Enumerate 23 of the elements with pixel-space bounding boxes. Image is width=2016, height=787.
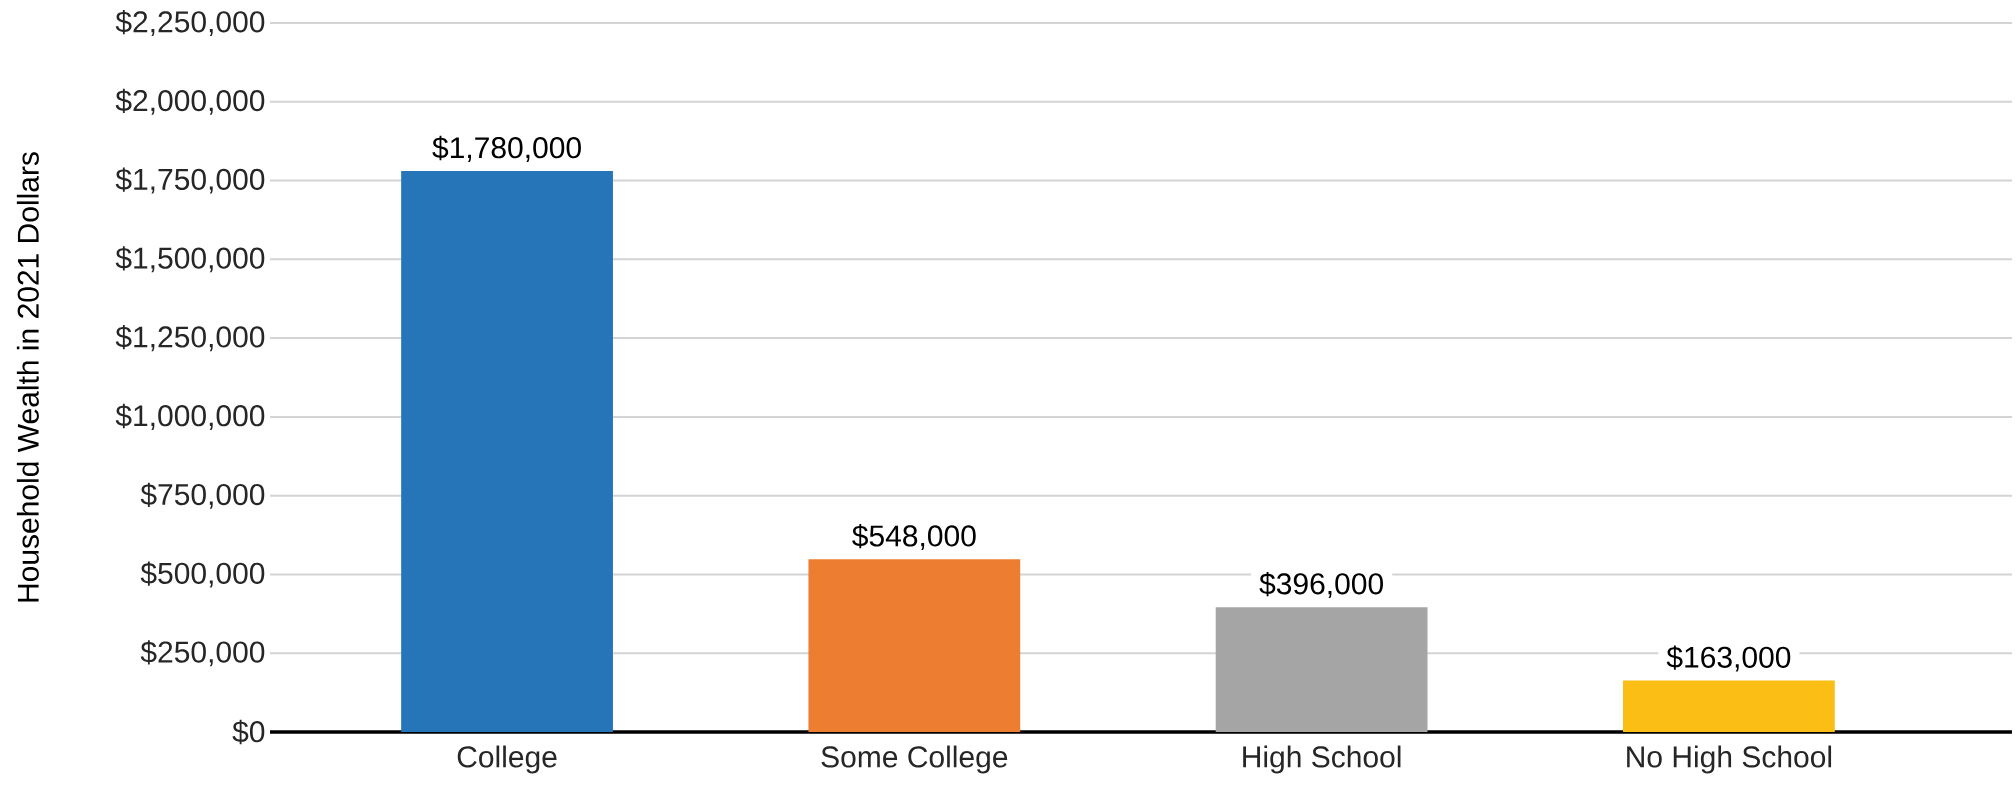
x-tick-label: College — [457, 745, 557, 774]
x-tick-label: Some College — [821, 745, 1008, 774]
y-tick-label: $0 — [232, 719, 265, 745]
x-tick-label: High School — [1243, 745, 1401, 774]
data-label: $1,780,000 — [432, 135, 581, 162]
y-tick-label: $500,000 — [140, 561, 265, 588]
bar — [1623, 680, 1835, 732]
y-tick-label: $1,250,000 — [115, 325, 265, 352]
bar — [401, 171, 613, 732]
y-tick-label: $2,250,000 — [115, 9, 265, 37]
data-label: $548,000 — [852, 524, 976, 551]
bar — [808, 559, 1021, 732]
x-tick-label: No High School — [1627, 745, 1832, 774]
y-tick-label: $750,000 — [140, 482, 265, 509]
y-tick-label: $1,500,000 — [115, 246, 265, 273]
data-label: $163,000 — [1666, 645, 1791, 672]
y-axis-title: Household Wealth in 2021 Dollars — [16, 152, 39, 602]
y-tick-label: $250,000 — [140, 640, 265, 667]
bar — [1215, 607, 1428, 732]
y-tick-label: $2,000,000 — [115, 88, 265, 115]
data-label: $396,000 — [1259, 571, 1383, 599]
y-tick-label: $1,750,000 — [115, 167, 265, 194]
y-tick-label: $1,000,000 — [115, 403, 265, 430]
